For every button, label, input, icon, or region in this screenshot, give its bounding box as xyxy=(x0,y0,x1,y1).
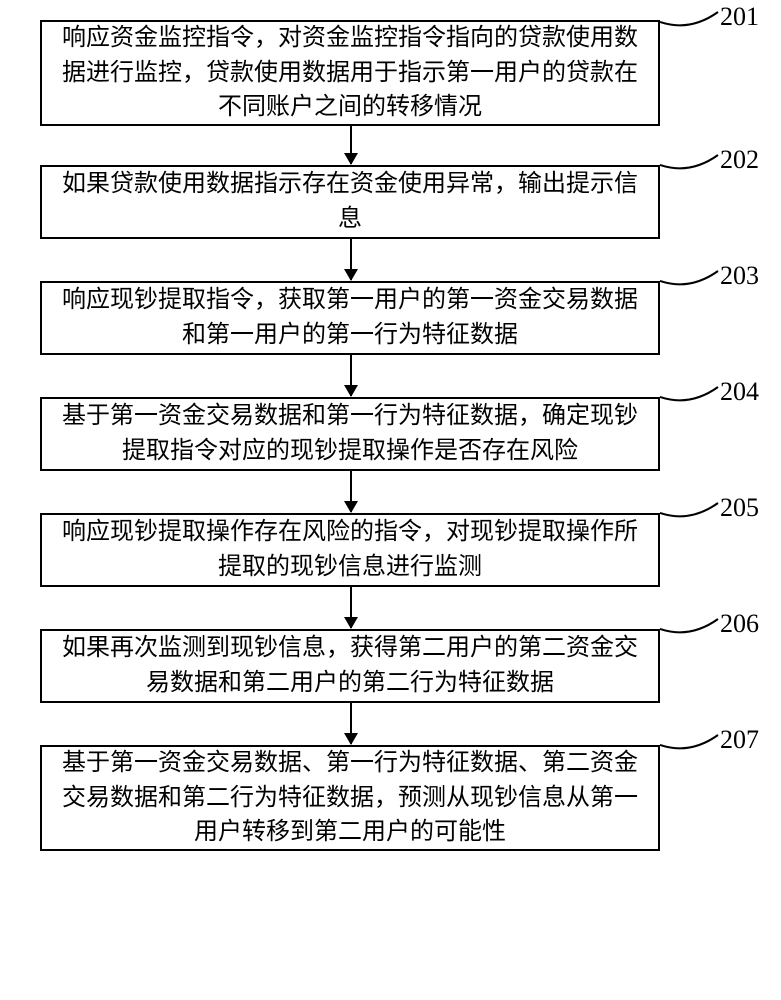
flow-node-206: 如果再次监测到现钞信息，获得第二用户的第二资金交易数据和第二用户的第二行为特征数… xyxy=(40,629,660,703)
flow-node-205: 响应现钞提取操作存在风险的指令，对现钞提取操作所提取的现钞信息进行监测 xyxy=(40,513,660,587)
flow-node-text: 基于第一资金交易数据和第一行为特征数据，确定现钞提取指令对应的现钞提取操作是否存… xyxy=(56,399,644,469)
step-label-205: 205 xyxy=(720,493,759,523)
arrow-1-2 xyxy=(350,126,352,164)
callout-line-202 xyxy=(660,153,720,177)
flow-node-text: 如果再次监测到现钞信息，获得第二用户的第二资金交易数据和第二用户的第二行为特征数… xyxy=(56,631,644,701)
flowchart-canvas: 响应资金监控指令，对资金监控指令指向的贷款使用数据进行监控，贷款使用数据用于指示… xyxy=(0,0,781,1000)
callout-line-201 xyxy=(660,10,720,34)
flow-node-207: 基于第一资金交易数据、第一行为特征数据、第二资金交易数据和第二行为特征数据，预测… xyxy=(40,745,660,851)
arrow-2-3 xyxy=(350,239,352,280)
callout-line-204 xyxy=(660,385,720,409)
callout-line-207 xyxy=(660,733,720,757)
arrow-3-4 xyxy=(350,355,352,396)
flow-node-202: 如果贷款使用数据指示存在资金使用异常，输出提示信息 xyxy=(40,165,660,239)
callout-line-206 xyxy=(660,617,720,641)
step-label-203: 203 xyxy=(720,261,759,291)
flow-node-text: 响应现钞提取指令，获取第一用户的第一资金交易数据和第一用户的第一行为特征数据 xyxy=(56,283,644,353)
flow-node-201: 响应资金监控指令，对资金监控指令指向的贷款使用数据进行监控，贷款使用数据用于指示… xyxy=(40,20,660,126)
step-label-204: 204 xyxy=(720,377,759,407)
step-label-206: 206 xyxy=(720,609,759,639)
step-label-201: 201 xyxy=(720,2,759,32)
arrow-6-7 xyxy=(350,703,352,744)
callout-line-205 xyxy=(660,501,720,525)
flow-node-text: 基于第一资金交易数据、第一行为特征数据、第二资金交易数据和第二行为特征数据，预测… xyxy=(56,746,644,850)
step-label-202: 202 xyxy=(720,145,759,175)
flow-node-text: 响应现钞提取操作存在风险的指令，对现钞提取操作所提取的现钞信息进行监测 xyxy=(56,515,644,585)
arrow-5-6 xyxy=(350,587,352,628)
flow-node-text: 响应资金监控指令，对资金监控指令指向的贷款使用数据进行监控，贷款使用数据用于指示… xyxy=(56,21,644,125)
arrow-4-5 xyxy=(350,471,352,512)
step-label-207: 207 xyxy=(720,725,759,755)
callout-line-203 xyxy=(660,269,720,293)
flow-node-203: 响应现钞提取指令，获取第一用户的第一资金交易数据和第一用户的第一行为特征数据 xyxy=(40,281,660,355)
flow-node-text: 如果贷款使用数据指示存在资金使用异常，输出提示信息 xyxy=(56,167,644,237)
flow-node-204: 基于第一资金交易数据和第一行为特征数据，确定现钞提取指令对应的现钞提取操作是否存… xyxy=(40,397,660,471)
